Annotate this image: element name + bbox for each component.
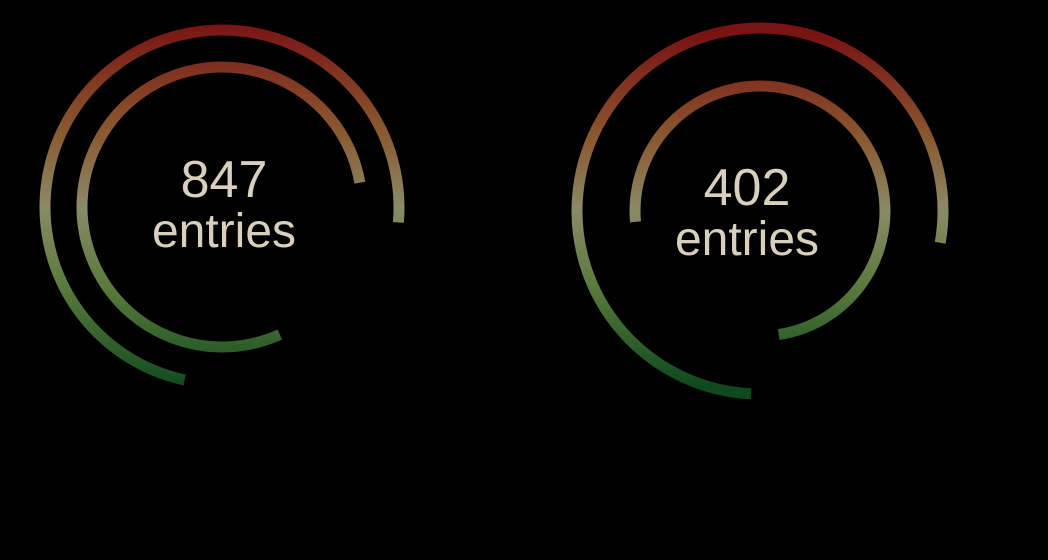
- gauge-2-outer-ring: [571, 22, 949, 400]
- gauge-1-inner-ring: [76, 61, 366, 353]
- gauge-2-unit: entries: [674, 213, 820, 266]
- gauge-2-count: 402: [703, 159, 791, 217]
- gauge-1-outer-ring: [39, 24, 405, 386]
- gauge-1-count: 847: [180, 151, 268, 209]
- gauge-1-unit: entries: [151, 205, 297, 258]
- gauge-2-label: 402 entries: [647, 162, 847, 264]
- gauge-1-label: 847 entries: [124, 154, 324, 256]
- gauge-2: [571, 22, 949, 400]
- gauge-2-inner-ring: [629, 80, 891, 341]
- gauge-1: [39, 24, 405, 386]
